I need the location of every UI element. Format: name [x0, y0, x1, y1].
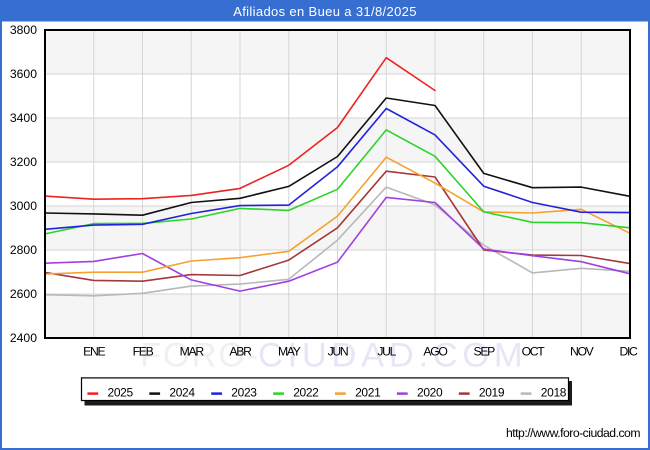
svg-text:2021: 2021 [355, 386, 381, 400]
svg-text:OCT: OCT [522, 345, 546, 359]
svg-text:ABR: ABR [229, 345, 252, 359]
svg-text:3000: 3000 [10, 199, 37, 213]
svg-text:ENE: ENE [83, 345, 105, 359]
svg-text:2020: 2020 [417, 386, 443, 400]
svg-text:SEP: SEP [474, 345, 496, 359]
svg-text:MAY: MAY [278, 345, 301, 359]
svg-text:2018: 2018 [541, 386, 567, 400]
svg-text:2025: 2025 [108, 386, 134, 400]
svg-text:2023: 2023 [231, 386, 257, 400]
svg-text:3400: 3400 [10, 111, 37, 125]
svg-text:2022: 2022 [293, 386, 319, 400]
svg-text:3200: 3200 [10, 155, 37, 169]
svg-text:AGO: AGO [423, 345, 447, 359]
svg-text:NOV: NOV [570, 345, 595, 359]
svg-text:FEB: FEB [133, 345, 154, 359]
svg-text:DIC: DIC [619, 345, 638, 359]
svg-text:3800: 3800 [10, 23, 37, 37]
svg-text:JUL: JUL [377, 345, 396, 359]
svg-text:2019: 2019 [479, 386, 505, 400]
svg-text:JUN: JUN [328, 345, 348, 359]
svg-text:CIUDAD.COM: CIUDAD.COM [258, 337, 527, 375]
svg-text:MAR: MAR [180, 345, 205, 359]
svg-text:http://www.foro-ciudad.com: http://www.foro-ciudad.com [506, 426, 640, 440]
svg-text:2600: 2600 [10, 287, 37, 301]
svg-text:2800: 2800 [10, 243, 37, 257]
svg-text:3600: 3600 [10, 67, 37, 81]
svg-text:Afiliados en Bueu a 31/8/2025: Afiliados en Bueu a 31/8/2025 [233, 4, 417, 19]
svg-text:2024: 2024 [169, 386, 195, 400]
svg-text:FORO-: FORO- [140, 337, 260, 375]
svg-text:2400: 2400 [10, 331, 37, 345]
